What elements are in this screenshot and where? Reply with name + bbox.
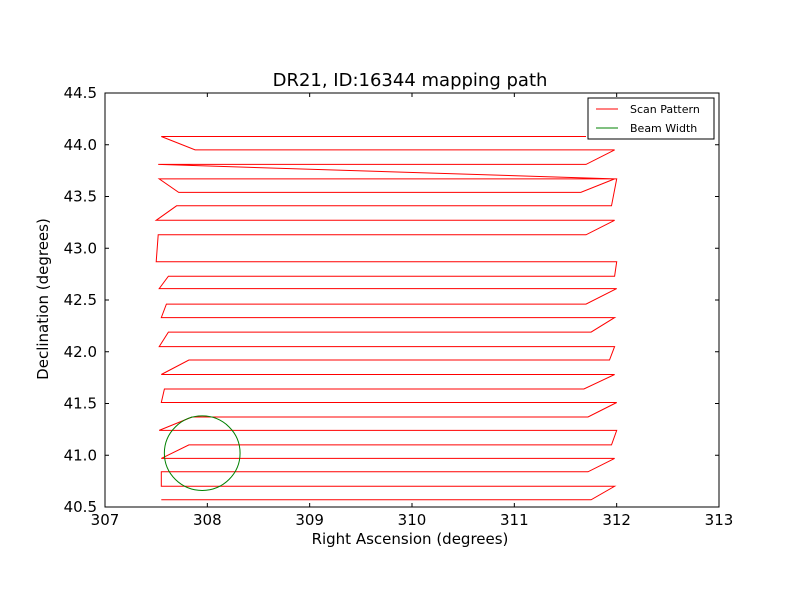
x-tick-label: 309: [295, 511, 324, 529]
y-tick-label: 44.5: [64, 84, 97, 102]
legend-box: [587, 97, 715, 140]
plot-frame: [104, 92, 720, 508]
legend-scan-pattern-label: Scan Pattern: [630, 103, 700, 116]
y-tick-label: 42.0: [64, 343, 97, 361]
x-tick-label: 307: [91, 511, 120, 529]
legend: Scan Pattern Beam Width: [587, 97, 715, 140]
x-tick-label: 311: [500, 511, 529, 529]
x-tick-label: 312: [602, 511, 631, 529]
y-axis-label: Declination (degrees): [34, 218, 52, 380]
y-tick-label: 41.5: [64, 395, 97, 413]
x-tick-label: 308: [193, 511, 222, 529]
series-line-scan-pattern: [154, 136, 618, 501]
plot-area: [104, 92, 720, 508]
x-tick-label: 310: [398, 511, 427, 529]
y-tick-label: 43.5: [64, 188, 97, 206]
beam-width-circle: [163, 415, 241, 491]
x-axis-label: Right Ascension (degrees): [312, 530, 509, 548]
y-tick-label: 41.0: [64, 446, 97, 464]
y-tick-label: 42.5: [64, 291, 97, 309]
x-axis-ticks: 307 308 309 310 311 312 313: [91, 93, 734, 529]
y-tick-label: 43.0: [64, 239, 97, 257]
chart-title: DR21, ID:16344 mapping path: [273, 70, 548, 91]
y-axis-ticks: 40.5 41.0 41.5 42.0 42.5 43.0 43.5 44.0 44.5: [64, 84, 719, 516]
y-tick-label: 44.0: [64, 136, 97, 154]
legend-beam-width-label: Beam Width: [630, 122, 697, 135]
x-tick-label: 313: [705, 511, 734, 529]
y-tick-label: 40.5: [64, 498, 97, 516]
